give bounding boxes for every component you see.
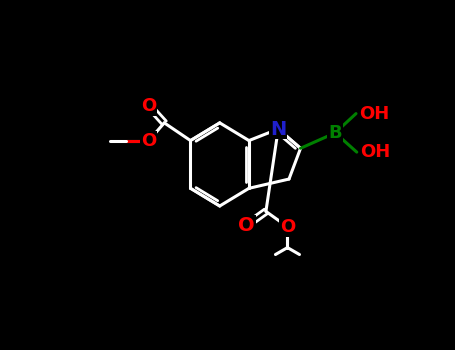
Text: O: O xyxy=(141,97,157,115)
Text: B: B xyxy=(329,124,342,142)
Text: OH: OH xyxy=(360,143,390,161)
Text: O: O xyxy=(238,216,255,235)
Text: O: O xyxy=(280,218,295,236)
Text: N: N xyxy=(270,119,286,139)
Text: O: O xyxy=(141,132,157,149)
Text: OH: OH xyxy=(359,105,389,122)
